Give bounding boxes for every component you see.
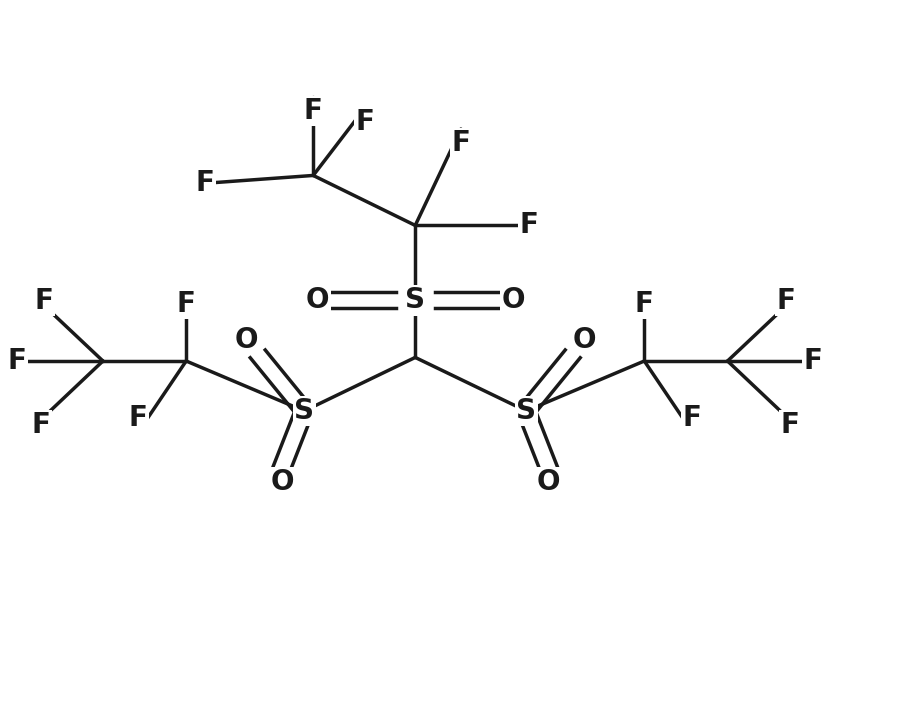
Text: O: O bbox=[501, 287, 525, 314]
Text: F: F bbox=[177, 290, 195, 318]
Text: F: F bbox=[776, 287, 795, 315]
Text: S: S bbox=[405, 287, 425, 314]
Text: F: F bbox=[804, 347, 823, 375]
Text: F: F bbox=[129, 404, 148, 432]
Text: F: F bbox=[35, 287, 54, 315]
Text: F: F bbox=[683, 404, 702, 432]
Text: F: F bbox=[31, 411, 50, 439]
Text: F: F bbox=[8, 347, 27, 375]
Text: F: F bbox=[304, 97, 322, 125]
Text: F: F bbox=[635, 290, 654, 318]
Text: O: O bbox=[234, 326, 258, 354]
Text: S: S bbox=[294, 397, 314, 425]
Text: F: F bbox=[780, 411, 799, 439]
Text: O: O bbox=[306, 287, 330, 314]
Text: F: F bbox=[196, 168, 215, 196]
Text: O: O bbox=[537, 468, 560, 496]
Text: F: F bbox=[451, 129, 470, 157]
Text: F: F bbox=[519, 212, 538, 240]
Text: O: O bbox=[573, 326, 597, 354]
Text: F: F bbox=[356, 108, 375, 136]
Text: O: O bbox=[271, 468, 293, 496]
Text: S: S bbox=[517, 397, 537, 425]
